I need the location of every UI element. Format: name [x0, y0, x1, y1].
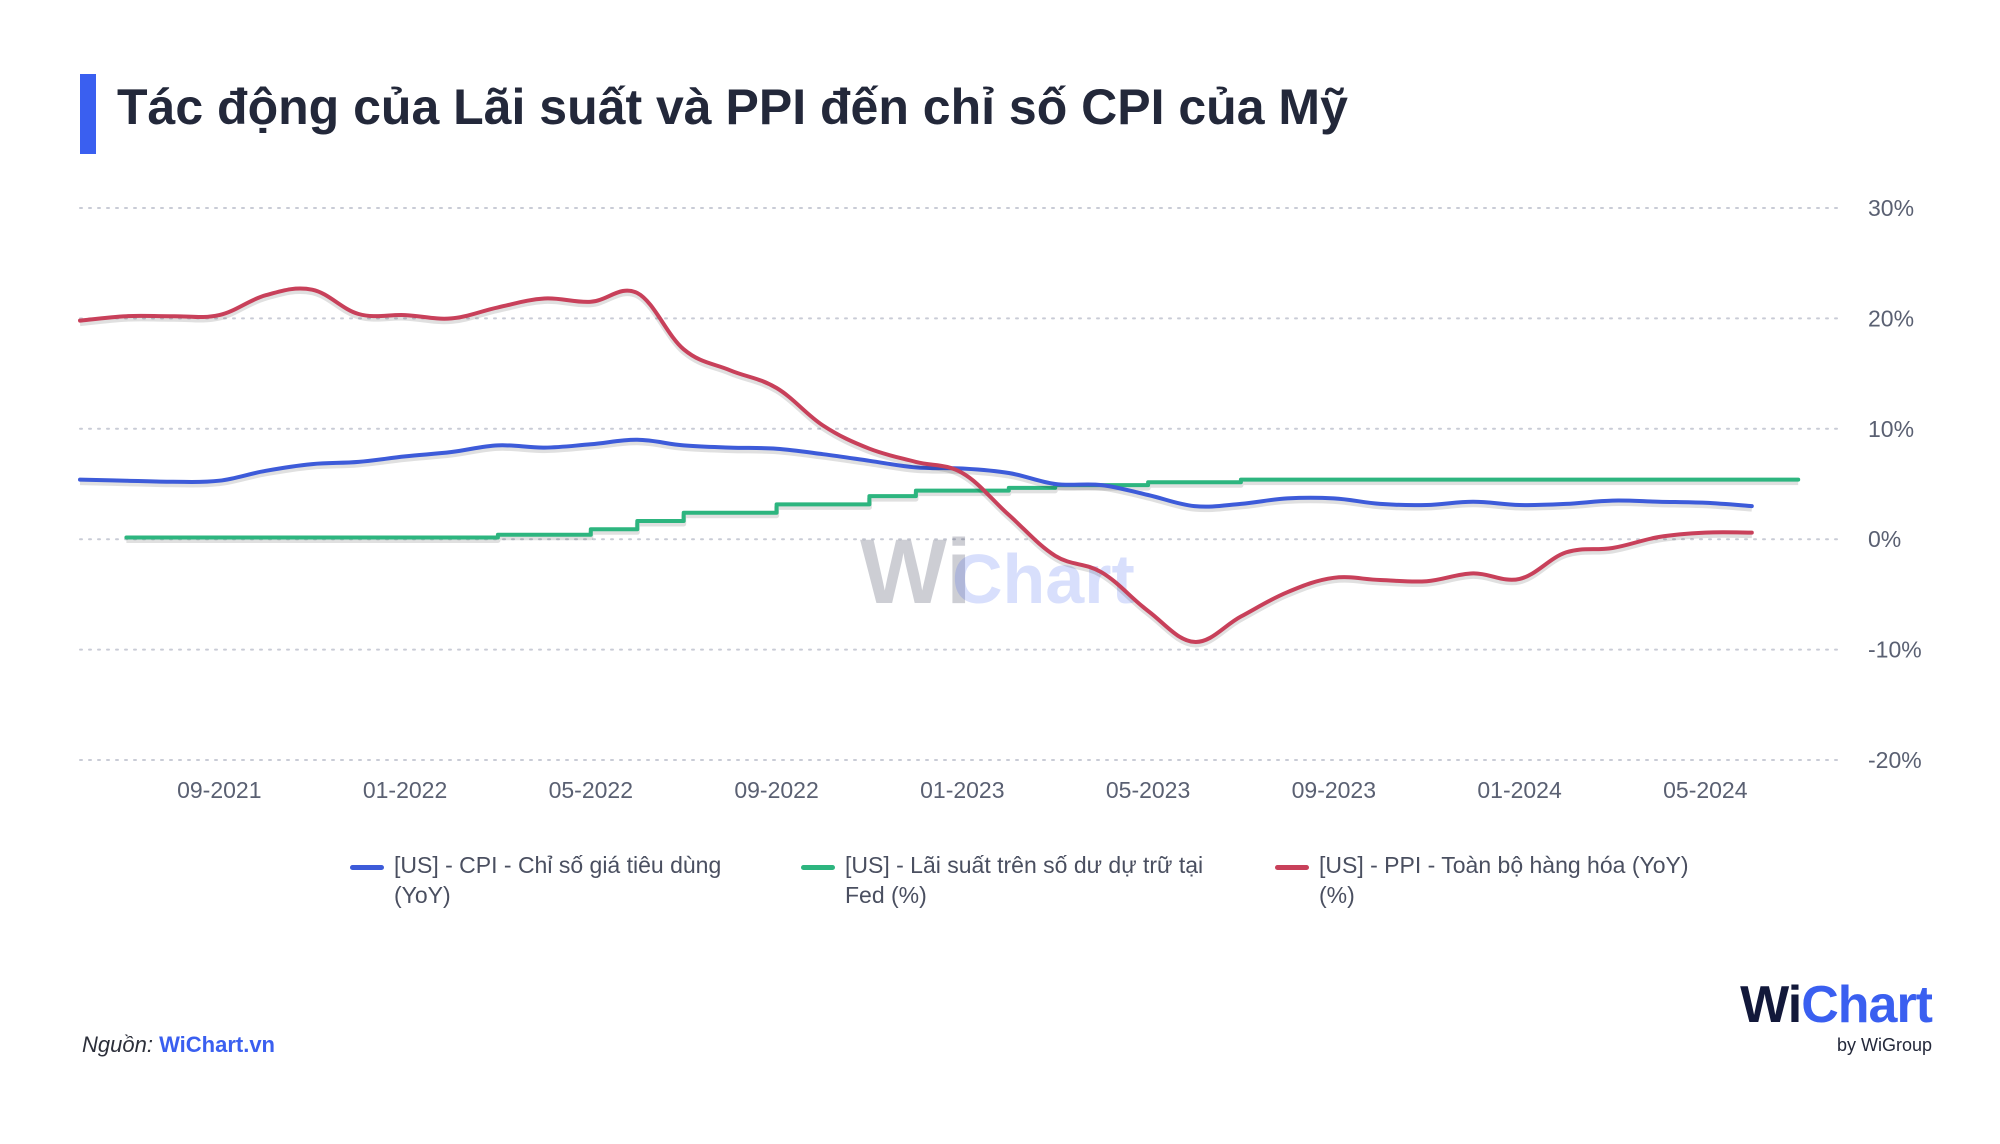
x-tick-label: 05-2023 [1106, 777, 1190, 803]
series-line-ppi-shadow [79, 288, 1752, 648]
source-note: Nguồn: WiChart.vn [82, 1032, 275, 1058]
y-tick-label: 10% [1868, 416, 1914, 442]
chart-title: Tác động của Lãi suất và PPI đến chỉ số … [117, 79, 1348, 135]
x-tick-label: 09-2021 [177, 777, 261, 803]
title-accent-bar [80, 74, 96, 154]
legend-swatch-fed [801, 865, 835, 870]
watermark: Wi Chart [860, 521, 1135, 623]
series-line-cpi-shadow [79, 440, 1752, 513]
source-link[interactable]: WiChart.vn [159, 1032, 275, 1057]
x-tick-label: 05-2024 [1663, 777, 1748, 803]
grid-lines [79, 207, 1841, 761]
series-lines [78, 286, 1801, 648]
wichart-logo: WiChart by WiGroup [1727, 975, 1933, 1065]
legend-item-ppi[interactable]: [US] - PPI - Toàn bộ hàng hóa (YoY) (%) [1275, 850, 1699, 910]
y-tick-label: -20% [1868, 747, 1922, 773]
series-line-ppi[interactable] [78, 286, 1754, 644]
legend-swatch-ppi [1275, 865, 1309, 870]
legend-label-fed: [US] - Lãi suất trên số dư dự trữ tại Fe… [845, 852, 1204, 908]
logo-subtitle: by WiGroup [1836, 1035, 1932, 1055]
chart-area: Wi Chart 30% 20% 10% 0% -10% -20% 09-2021 01-2… [78, 195, 1922, 803]
logo-chart: Chart [1801, 976, 1933, 1034]
logo-wi: Wi [1740, 976, 1802, 1034]
y-tick-label: 30% [1868, 195, 1914, 221]
x-tick-label: 05-2022 [549, 777, 633, 803]
source-label: Nguồn: [82, 1032, 153, 1057]
x-tick-label: 01-2024 [1477, 777, 1562, 803]
y-tick-label: 0% [1868, 526, 1901, 552]
legend-swatch-cpi [350, 865, 384, 870]
legend-label-cpi: [US] - CPI - Chỉ số giá tiêu dùng (YoY) [394, 852, 722, 908]
legend-label-ppi: [US] - PPI - Toàn bộ hàng hóa (YoY) (%) [1319, 852, 1689, 908]
legend-item-fed[interactable]: [US] - Lãi suất trên số dư dự trữ tại Fe… [801, 850, 1225, 910]
x-tick-label: 01-2023 [920, 777, 1004, 803]
legend-item-cpi[interactable]: [US] - CPI - Chỉ số giá tiêu dùng (YoY) [350, 850, 774, 910]
logo-wordmark: WiChart [1740, 975, 1933, 1035]
x-axis-ticks: 09-2021 01-2022 05-2022 09-2022 01-2023 05-20… [177, 777, 1748, 803]
watermark-wi: Wi [860, 521, 972, 623]
x-tick-label: 01-2022 [363, 777, 447, 803]
legend: [US] - CPI - Chỉ số giá tiêu dùng (YoY) … [0, 850, 2000, 920]
y-axis-ticks: 30% 20% 10% 0% -10% -20% [1868, 195, 1922, 773]
series-line-fed[interactable] [124, 477, 1801, 540]
x-tick-label: 09-2023 [1292, 777, 1376, 803]
y-tick-label: 20% [1868, 305, 1914, 331]
x-tick-label: 09-2022 [734, 777, 818, 803]
y-tick-label: -10% [1868, 637, 1922, 663]
watermark-chart: Chart [952, 540, 1135, 618]
series-line-cpi[interactable] [78, 437, 1754, 509]
